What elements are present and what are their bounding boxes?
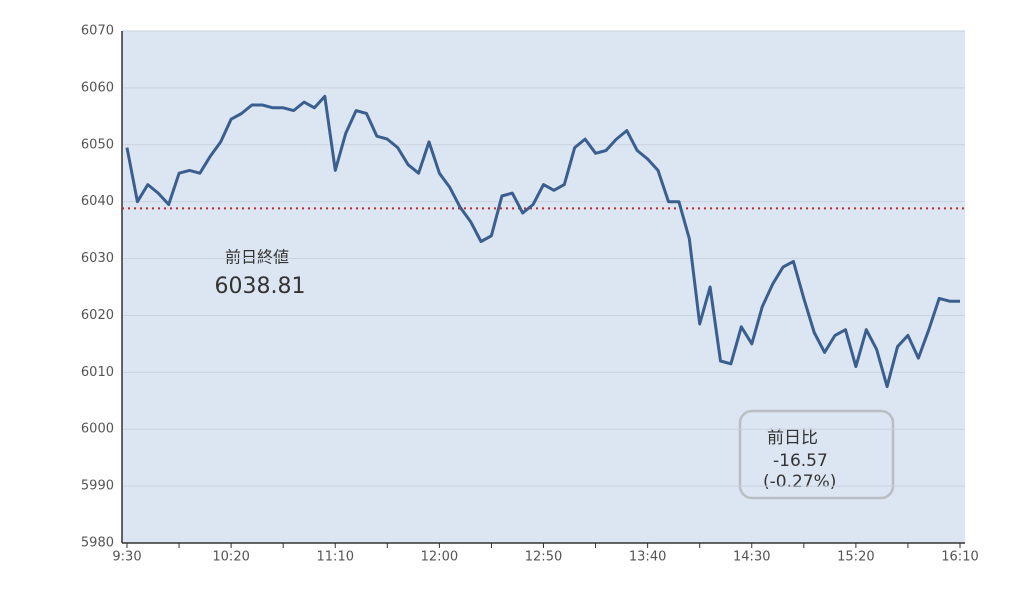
change-value: -16.57 (773, 451, 828, 471)
x-tick-label: 16:10 (941, 550, 978, 565)
x-tick-label: 15:20 (837, 550, 874, 565)
y-tick-label: 5980 (81, 536, 114, 551)
plot-area (122, 31, 965, 543)
y-tick-label: 6010 (81, 365, 114, 380)
y-tick-label: 6020 (81, 308, 114, 323)
x-tick-label: 13:40 (629, 550, 666, 565)
y-tick-label: 5990 (81, 479, 114, 494)
y-tick-label: 6060 (81, 80, 114, 95)
y-tick-label: 6030 (81, 251, 114, 266)
x-tick-label: 12:50 (525, 550, 562, 565)
reference-value: 6038.81 (215, 274, 306, 299)
x-tick-label: 14:30 (733, 550, 770, 565)
change-label: 前日比 (767, 428, 818, 448)
x-tick-label: 11:10 (317, 550, 354, 565)
price-line (125, 94, 960, 389)
x-tick-label: 12:00 (421, 550, 458, 565)
y-tick-label: 6040 (81, 194, 114, 209)
x-tick-label: 9:30 (112, 550, 141, 565)
x-tick-label: 10:20 (212, 550, 249, 565)
y-tick-label: 6070 (81, 24, 114, 39)
y-tick-label: 6000 (81, 422, 114, 437)
change-percent: (-0.27%) (763, 472, 836, 492)
reference-label: 前日終値 (225, 248, 289, 267)
change-box (738, 409, 895, 500)
y-tick-label: 6050 (81, 137, 114, 152)
